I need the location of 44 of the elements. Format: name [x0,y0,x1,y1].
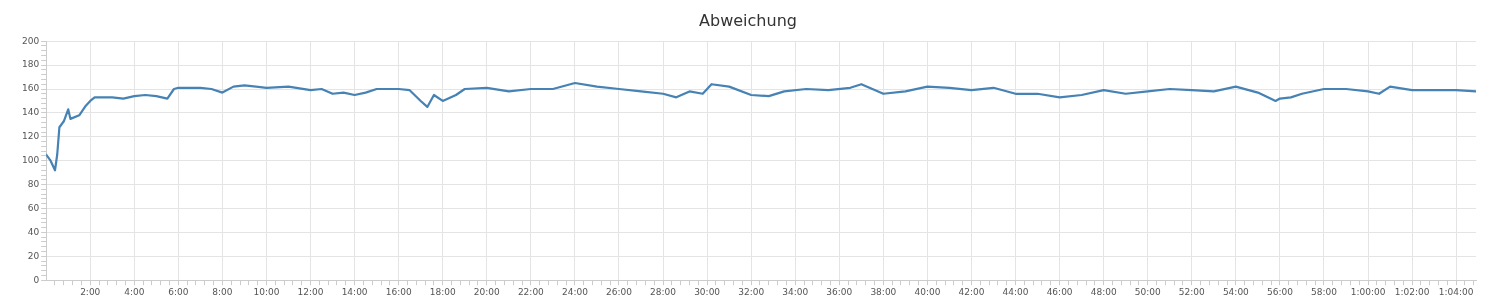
x-tick-label: 8:00 [212,286,233,297]
x-tick-label: 58:00 [1311,286,1338,297]
x-tick-label: 1:04:00 [1438,286,1474,297]
y-tick-label: 160 [21,83,40,94]
y-tick-label: 120 [21,131,40,142]
x-tick-label: 24:00 [561,286,589,297]
x-tick-label: 2:00 [80,286,101,297]
x-tick-label: 30:00 [694,286,721,297]
x-tick-label: 26:00 [606,286,633,297]
y-tick-label: 140 [21,107,40,118]
x-tick-label: 56:00 [1266,286,1294,297]
x-tick-label: 18:00 [429,286,456,297]
x-tick-label: 28:00 [650,286,677,297]
x-tick-label: 52:00 [1178,286,1206,297]
x-tick-label: 16:00 [385,286,412,297]
x-tick-label: 1:02:00 [1394,286,1430,297]
x-tick-label: 48:00 [1090,286,1117,297]
y-tick-label: 200 [21,35,40,46]
y-tick-label: 180 [21,59,40,70]
y-tick-label: 0 [33,274,40,285]
x-tick-label: 44:00 [1002,286,1029,297]
x-tick-label: 36:00 [826,286,853,297]
y-tick-label: 60 [27,202,40,213]
x-tick-label: 10:00 [253,286,280,297]
x-tick-label: 22:00 [517,286,545,297]
x-tick-label: 34:00 [782,286,809,297]
x-tick-label: 46:00 [1046,286,1073,297]
y-tick-label: 100 [21,155,40,166]
x-tick-label: 4:00 [124,286,145,297]
x-tick-label: 32:00 [738,286,765,297]
x-tick-label: 54:00 [1222,286,1250,297]
y-tick-label: 20 [27,250,40,261]
x-tick-label: 1:00:00 [1350,286,1386,297]
x-tick-label: 38:00 [870,286,897,297]
chart-title: Abweichung [699,10,797,30]
x-tick-label: 50:00 [1134,286,1161,297]
y-tick-label: 40 [27,226,40,237]
x-tick-label: 12:00 [297,286,324,297]
x-tick-label: 40:00 [914,286,941,297]
x-tick-label: 6:00 [168,286,189,297]
x-tick-label: 20:00 [473,286,501,297]
y-tick-label: 80 [27,178,40,189]
x-tick-label: 14:00 [341,286,368,297]
x-tick-label: 42:00 [958,286,985,297]
